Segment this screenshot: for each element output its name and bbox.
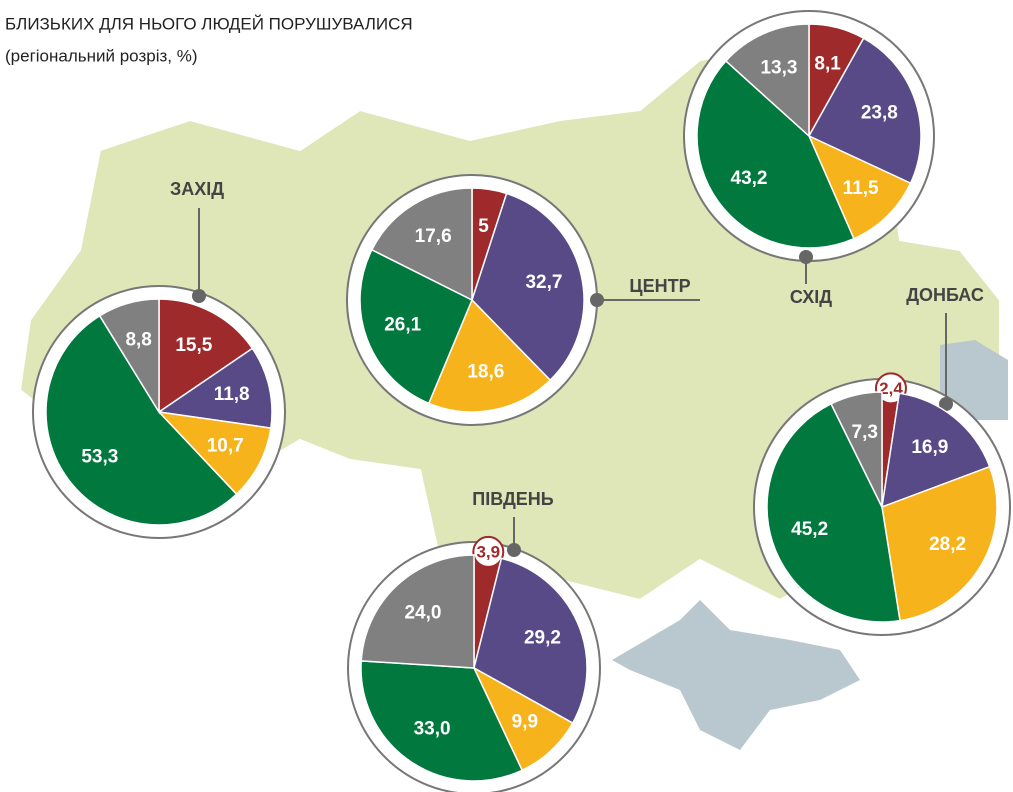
region-label: ЗАХІД <box>170 179 224 199</box>
pie-slice <box>696 59 855 249</box>
value-label: 5 <box>478 216 489 237</box>
pie-slice <box>370 187 473 302</box>
region-label: ЦЕНТР <box>629 276 690 296</box>
region-label: СХІД <box>790 287 832 307</box>
value-label: 45,2 <box>791 519 828 540</box>
pie-slice <box>158 298 254 414</box>
value-label: 33,0 <box>414 719 451 740</box>
value-label: 23,8 <box>861 102 898 123</box>
value-label: 2,4 <box>879 379 903 398</box>
pie-slice <box>807 37 922 185</box>
pie-slice <box>473 557 588 725</box>
pie-slice <box>766 402 901 623</box>
pie-slice <box>45 314 238 526</box>
value-label: 11,5 <box>843 178 879 199</box>
map-crimea <box>612 600 860 750</box>
value-label: 17,6 <box>415 226 452 247</box>
leader-dot <box>507 543 521 557</box>
pie-slice <box>724 23 810 138</box>
value-label: 8,8 <box>125 329 151 350</box>
value-label: 10,7 <box>207 435 244 456</box>
value-label: 9,9 <box>512 712 538 733</box>
callout-circle <box>472 535 505 568</box>
pie-slice <box>807 134 912 240</box>
pie-slice <box>471 192 585 382</box>
value-label: 3,9 <box>476 542 500 561</box>
leader-dot <box>799 250 813 264</box>
pie-slice <box>427 298 552 413</box>
value-label: 29,2 <box>524 627 561 648</box>
pie-slice <box>359 248 473 405</box>
pie-slice <box>98 298 160 415</box>
value-label: 8,1 <box>814 53 841 74</box>
pie-slice <box>830 391 883 508</box>
pie-slice <box>156 347 273 429</box>
value-label: 53,3 <box>81 446 118 467</box>
title-line: БЛИЗЬКИХ ДЛЯ НЬОГО ЛЮДЕЙ ПОРУШУВАЛИСЯ <box>5 14 413 33</box>
value-label: 24,0 <box>404 603 441 624</box>
value-label: 18,6 <box>467 362 504 383</box>
value-label: 26,1 <box>384 315 421 336</box>
value-label: 43,2 <box>731 168 768 189</box>
region-label: ПІВДЕНЬ <box>472 489 554 509</box>
map-russia-area <box>940 340 1008 420</box>
leader-dot <box>939 397 953 411</box>
value-label: 7,3 <box>852 422 878 443</box>
pie-slice <box>881 465 998 622</box>
leader-dot <box>590 293 604 307</box>
value-label: 11,8 <box>214 384 250 405</box>
value-label: 13,3 <box>760 57 797 78</box>
value-label: 32,7 <box>525 272 562 293</box>
value-label: 15,5 <box>175 335 212 356</box>
value-label: 28,2 <box>929 534 966 555</box>
pie-slice <box>881 392 991 509</box>
leader-dot <box>192 289 206 303</box>
pie-slice <box>360 660 524 782</box>
value-label: 16,9 <box>911 437 948 458</box>
pie-slice <box>360 554 475 669</box>
pie-slice <box>156 410 272 496</box>
subtitle: (регіональний розріз, %) <box>5 46 198 65</box>
region-label: ДОНБАС <box>906 285 984 305</box>
